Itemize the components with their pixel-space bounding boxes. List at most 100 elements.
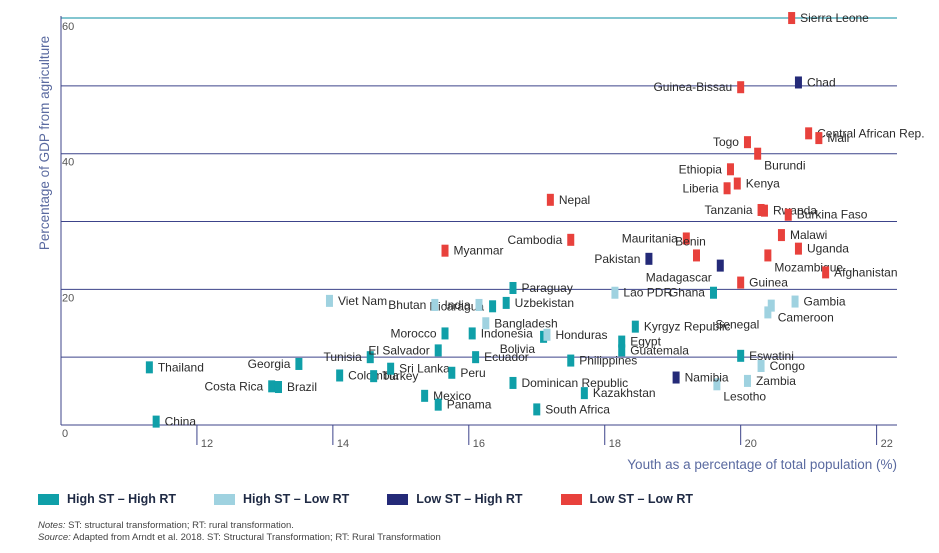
point-nepal — [546, 193, 554, 206]
point-label-benin: Benin — [675, 234, 706, 248]
point-label-viet-nam: Viet Nam — [338, 294, 387, 308]
point-gambia — [791, 295, 799, 308]
point-guinea — [737, 276, 745, 289]
point-ecuador — [472, 351, 480, 364]
point-kyrgyz-republic — [631, 320, 639, 333]
point-myanmar — [441, 244, 449, 257]
point-label-bangladesh: Bangladesh — [494, 316, 557, 330]
point-label-chad: Chad — [807, 75, 836, 89]
point-ethiopia — [726, 163, 734, 176]
point-label-thailand: Thailand — [158, 360, 204, 374]
point-label-gambia: Gambia — [804, 295, 846, 309]
point-label-panama: Panama — [447, 398, 492, 412]
point-benin — [692, 249, 700, 262]
y-tick-label-20: 20 — [62, 292, 74, 304]
point-panama — [434, 398, 442, 411]
legend-label: Low ST – Low RT — [589, 492, 693, 506]
point-georgia — [295, 357, 303, 370]
legend-swatch — [38, 493, 59, 505]
point-el-salvador — [434, 344, 442, 357]
legend-item-high-st-high-rt: High ST – High RT — [38, 492, 176, 506]
point-label-sierra-leone: Sierra Leone — [800, 11, 869, 25]
point-label-namibia: Namibia — [685, 371, 729, 385]
point-afghanistan — [822, 266, 830, 279]
point-dominican-republic — [509, 376, 517, 389]
point-label-congo: Congo — [770, 359, 806, 373]
point-label-senegal: Senegal — [715, 317, 759, 331]
legend-item-low-st-low-rt: Low ST – Low RT — [560, 492, 693, 506]
legend-swatch — [214, 493, 236, 505]
point-label-kazakhstan: Kazakhstan — [593, 386, 656, 400]
x-tick-label-22: 22 — [881, 438, 893, 450]
point-label-philippines: Philippines — [579, 354, 637, 368]
point-label-burundi: Burundi — [764, 159, 805, 173]
point-burundi — [754, 147, 762, 160]
point-eswatini — [737, 349, 745, 362]
source-label: Source: — [38, 531, 71, 543]
point-india — [475, 298, 483, 311]
point-congo — [757, 359, 765, 372]
point-uganda — [794, 242, 802, 255]
legend-item-high-st-low-rt: High ST – Low RT — [214, 492, 349, 506]
y-axis-title: Percentage of GDP from agriculture — [37, 36, 52, 250]
point-rwanda — [760, 204, 768, 217]
point-peru — [448, 366, 456, 379]
point-label-nicaragua: Nicaragua — [429, 299, 484, 313]
point-guinea-bissau — [737, 81, 745, 94]
point-uzbekistan — [502, 296, 510, 309]
point-lao-pdr — [611, 286, 619, 299]
point-guatemala — [618, 344, 626, 357]
x-axis-title: Youth as a percentage of total populatio… — [627, 457, 897, 472]
legend-label: High ST – High RT — [67, 492, 177, 506]
x-tick-label-20: 20 — [745, 438, 757, 450]
legend-item-low-st-high-rt: Low ST – High RT — [387, 492, 523, 506]
point-madagascar — [716, 259, 724, 272]
point-label-honduras: Honduras — [555, 328, 607, 342]
point-label-mauritania: Mauritania — [622, 231, 678, 245]
point-mexico — [421, 389, 429, 402]
point-label-paraguay: Paraguay — [521, 281, 572, 295]
legend-swatch — [387, 493, 409, 505]
point-label-uganda: Uganda — [807, 242, 849, 256]
point-bangladesh — [482, 317, 490, 330]
point-burkina-faso — [784, 208, 792, 221]
point-label-central-african-rep: Central African Rep. — [817, 126, 924, 140]
point-label-pakistan: Pakistan — [594, 252, 640, 266]
point-paraguay — [509, 281, 517, 294]
point-label-egypt: Egypt — [630, 335, 661, 349]
point-mali — [815, 132, 823, 145]
x-tick-label-16: 16 — [473, 438, 485, 450]
point-label-south-africa: South Africa — [545, 402, 610, 416]
point-label-ethiopia: Ethiopia — [679, 162, 723, 176]
point-label-brazil: Brazil — [287, 380, 317, 394]
point-lesotho — [713, 378, 721, 391]
point-label-ecuador: Ecuador — [484, 350, 529, 364]
point-honduras — [543, 328, 551, 341]
y-tick-label-0: 0 — [62, 428, 68, 440]
point-label-ghana: Ghana — [669, 286, 705, 300]
point-ghana — [709, 286, 717, 299]
x-tick-label-12: 12 — [201, 438, 213, 450]
point-label-nepal: Nepal — [559, 193, 590, 207]
legend-label: High ST – Low RT — [243, 492, 350, 506]
point-label-mexico: Mexico — [433, 389, 471, 403]
point-label-burkina-faso: Burkina Faso — [797, 208, 868, 222]
point-label-lao-pdr: Lao PDR — [623, 286, 672, 300]
source-text: Adapted from Arndt et al. 2018. ST: Stru… — [72, 531, 441, 543]
point-label-zambia: Zambia — [756, 374, 796, 388]
legend-label: Low ST – High RT — [416, 492, 523, 506]
point-label-guinea: Guinea — [749, 276, 788, 290]
point-mauritania — [682, 232, 690, 245]
point-label-indonesia: Indonesia — [481, 326, 533, 340]
point-label-mali: Mali — [827, 131, 849, 145]
point-label-myanmar: Myanmar — [454, 244, 504, 258]
point-philippines — [567, 354, 575, 367]
x-tick-label-14: 14 — [337, 438, 349, 450]
chart-legend: High ST – High RT High ST – Low RT Low S… — [38, 490, 731, 508]
point-label-peru: Peru — [460, 366, 485, 380]
point-south-africa — [533, 403, 541, 416]
point-label-eswatini: Eswatini — [749, 349, 794, 363]
point-label-rwanda: Rwanda — [773, 204, 817, 218]
point-senegal — [764, 306, 772, 319]
